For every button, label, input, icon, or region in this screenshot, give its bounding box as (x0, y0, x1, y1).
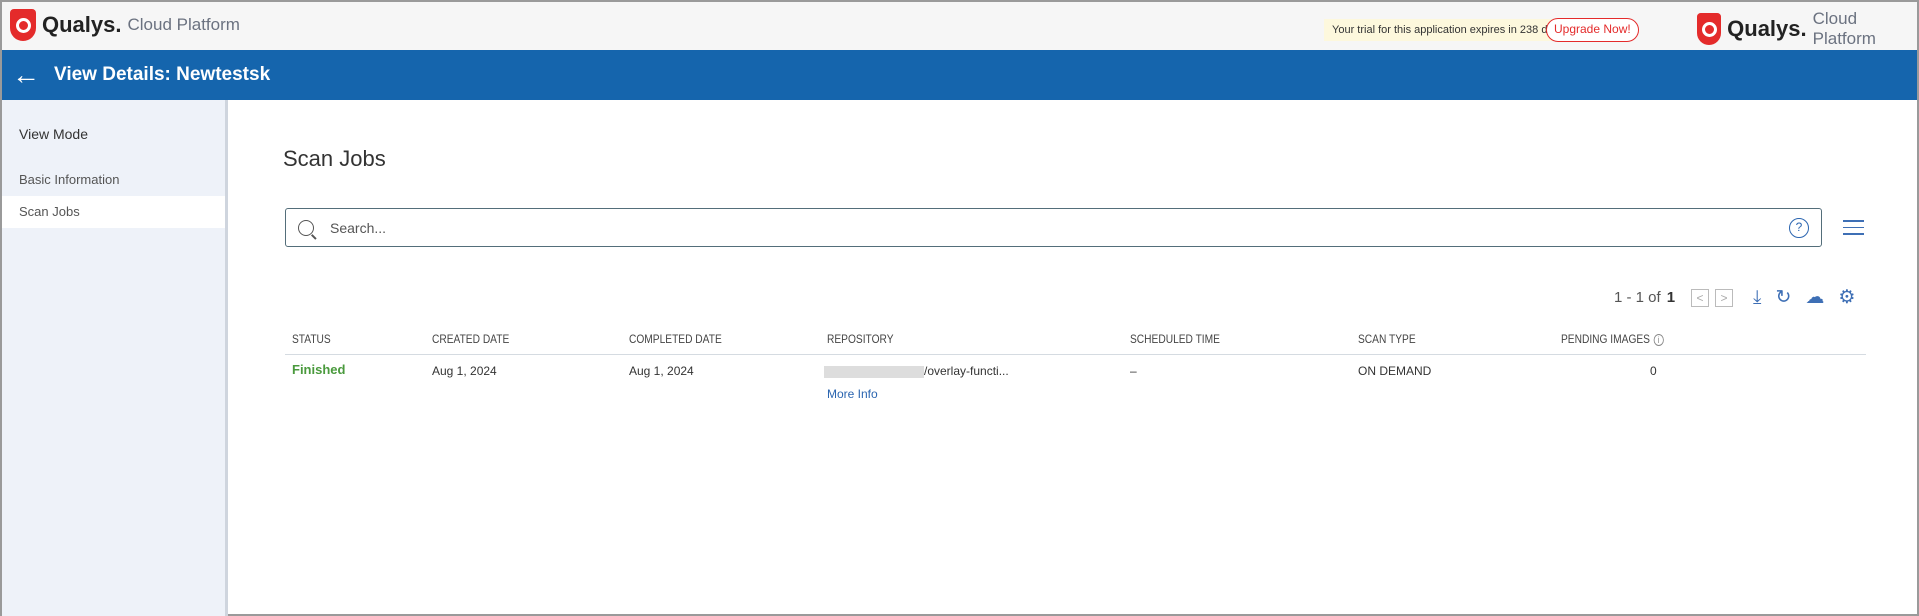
menu-icon[interactable] (1843, 220, 1864, 240)
refresh-icon[interactable]: ↻ (1775, 287, 1792, 308)
next-page-button[interactable]: > (1715, 288, 1734, 307)
redacted-block (824, 365, 924, 378)
sidebar-item-basic-information[interactable]: Basic Information (19, 172, 120, 187)
search-icon (298, 219, 314, 236)
top-bar: Qualys. Cloud Platform Your trial for th… (2, 2, 1917, 50)
more-info-link[interactable]: More Info (827, 387, 878, 401)
upgrade-button[interactable]: Upgrade Now! (1546, 18, 1639, 42)
prev-page-button[interactable]: < (1691, 288, 1710, 307)
qualys-logo[interactable]: Qualys. Cloud Platform (10, 9, 240, 41)
page-title: View Details: Newtestsk (54, 64, 271, 85)
column-header-status[interactable]: STATUS (292, 332, 331, 346)
column-header-scan-type[interactable]: SCAN TYPE (1358, 332, 1416, 346)
info-icon[interactable]: i (1653, 334, 1664, 346)
column-header-pending-images[interactable]: PENDING IMAGES i (1561, 332, 1664, 346)
scheduled-time: – (1130, 364, 1137, 378)
sidebar-heading: View Mode (19, 126, 89, 142)
pending-images: 0 (1650, 364, 1657, 378)
header-divider (285, 354, 1866, 355)
trial-notice: Your trial for this application expires … (1324, 19, 1576, 41)
section-heading: Scan Jobs (283, 146, 386, 171)
sidebar: View Mode Basic Information Scan Jobs (2, 100, 228, 616)
download-icon[interactable]: ⤓ (1753, 286, 1762, 308)
sidebar-item-scan-jobs[interactable]: Scan Jobs (2, 196, 225, 228)
qualys-logo-right: Qualys. Cloud Platform (1697, 9, 1917, 49)
scan-type: ON DEMAND (1358, 364, 1432, 378)
search-box: ? (285, 208, 1822, 247)
pagination: 1 - 1 of 1 < > ⤓ ↻ ☁ ⚙ (1614, 286, 1856, 309)
settings-gear-icon[interactable]: ⚙ (1838, 287, 1856, 308)
search-input[interactable] (330, 219, 1730, 236)
cloud-icon[interactable]: ☁ (1805, 287, 1825, 308)
created-date: Aug 1, 2024 (432, 364, 497, 378)
qualys-shield-icon (10, 9, 36, 41)
back-arrow-icon[interactable]: ← (12, 59, 40, 90)
column-header-repository[interactable]: REPOSITORY (827, 332, 894, 346)
column-header-scheduled-time[interactable]: SCHEDULED TIME (1130, 332, 1220, 346)
qualys-shield-icon (1697, 13, 1722, 45)
column-header-completed-date[interactable]: COMPLETED DATE (629, 332, 722, 346)
status-badge: Finished (292, 362, 346, 377)
help-icon[interactable]: ? (1789, 218, 1809, 238)
repository: /overlay-functi... (824, 364, 1009, 378)
column-header-created-date[interactable]: CREATED DATE (432, 332, 510, 346)
completed-date: Aug 1, 2024 (629, 364, 694, 378)
title-bar: ← View Details: Newtestsk (2, 50, 1917, 100)
